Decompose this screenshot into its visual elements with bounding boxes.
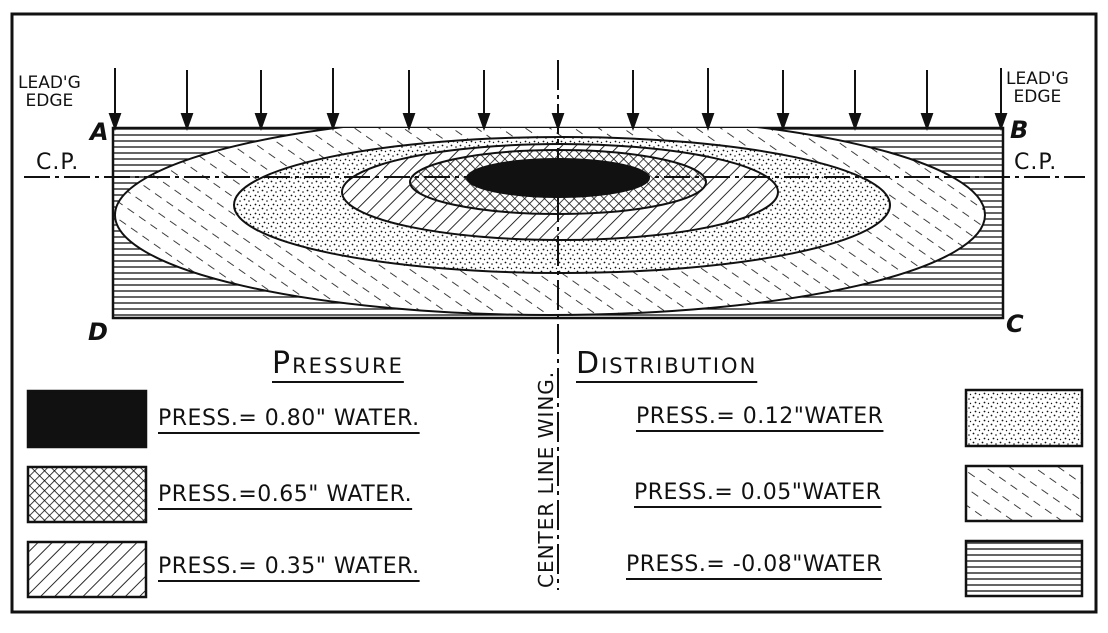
leading-edge-left-line-2: EDGE <box>25 91 74 111</box>
corner-c-label: C <box>1006 310 1024 338</box>
legend-swatch-solid <box>26 389 148 449</box>
legend-swatch-dashed <box>964 464 1084 523</box>
legend-swatch-diagonal <box>26 540 148 599</box>
leading-edge-left-label: LEAD'G EDGE <box>18 74 81 110</box>
legend-label-005: PRESS.= 0.05"WATER <box>634 480 882 505</box>
leading-edge-right-line-2: EDGE <box>1013 87 1062 107</box>
legend-swatch-horizontal <box>964 539 1084 598</box>
heading-distribution: Distribution <box>576 346 758 381</box>
legend-label-065: PRESS.=0.65" WATER. <box>158 482 413 507</box>
legend-label-012: PRESS.= 0.12"WATER <box>636 404 884 429</box>
legend-swatches <box>26 388 1084 599</box>
leading-edge-right-label: LEAD'G EDGE <box>1006 70 1069 106</box>
cp-left-label: C.P. <box>36 150 80 175</box>
corner-b-label: B <box>1010 116 1029 144</box>
cp-right-label: C.P. <box>1014 150 1058 175</box>
legend-label-neg008: PRESS.= -0.08"WATER <box>626 552 882 577</box>
outer-frame <box>10 12 1098 614</box>
corner-a-label: A <box>90 118 109 146</box>
legend-label-080: PRESS.= 0.80" WATER. <box>158 406 420 431</box>
legend-label-035: PRESS.= 0.35" WATER. <box>158 554 420 579</box>
corner-d-label: D <box>88 318 108 346</box>
legend-swatch-stipple <box>964 388 1084 448</box>
heading-pressure: Pressure <box>272 346 404 381</box>
load-arrows <box>108 68 1008 131</box>
leading-edge-left-line-1: LEAD'G <box>18 73 81 93</box>
legend-swatch-crosshatch <box>26 465 148 524</box>
leading-edge-right-line-1: LEAD'G <box>1006 69 1069 89</box>
center-line-label: CENTER LINE WING. <box>534 370 558 588</box>
pressure-zones <box>114 128 986 316</box>
